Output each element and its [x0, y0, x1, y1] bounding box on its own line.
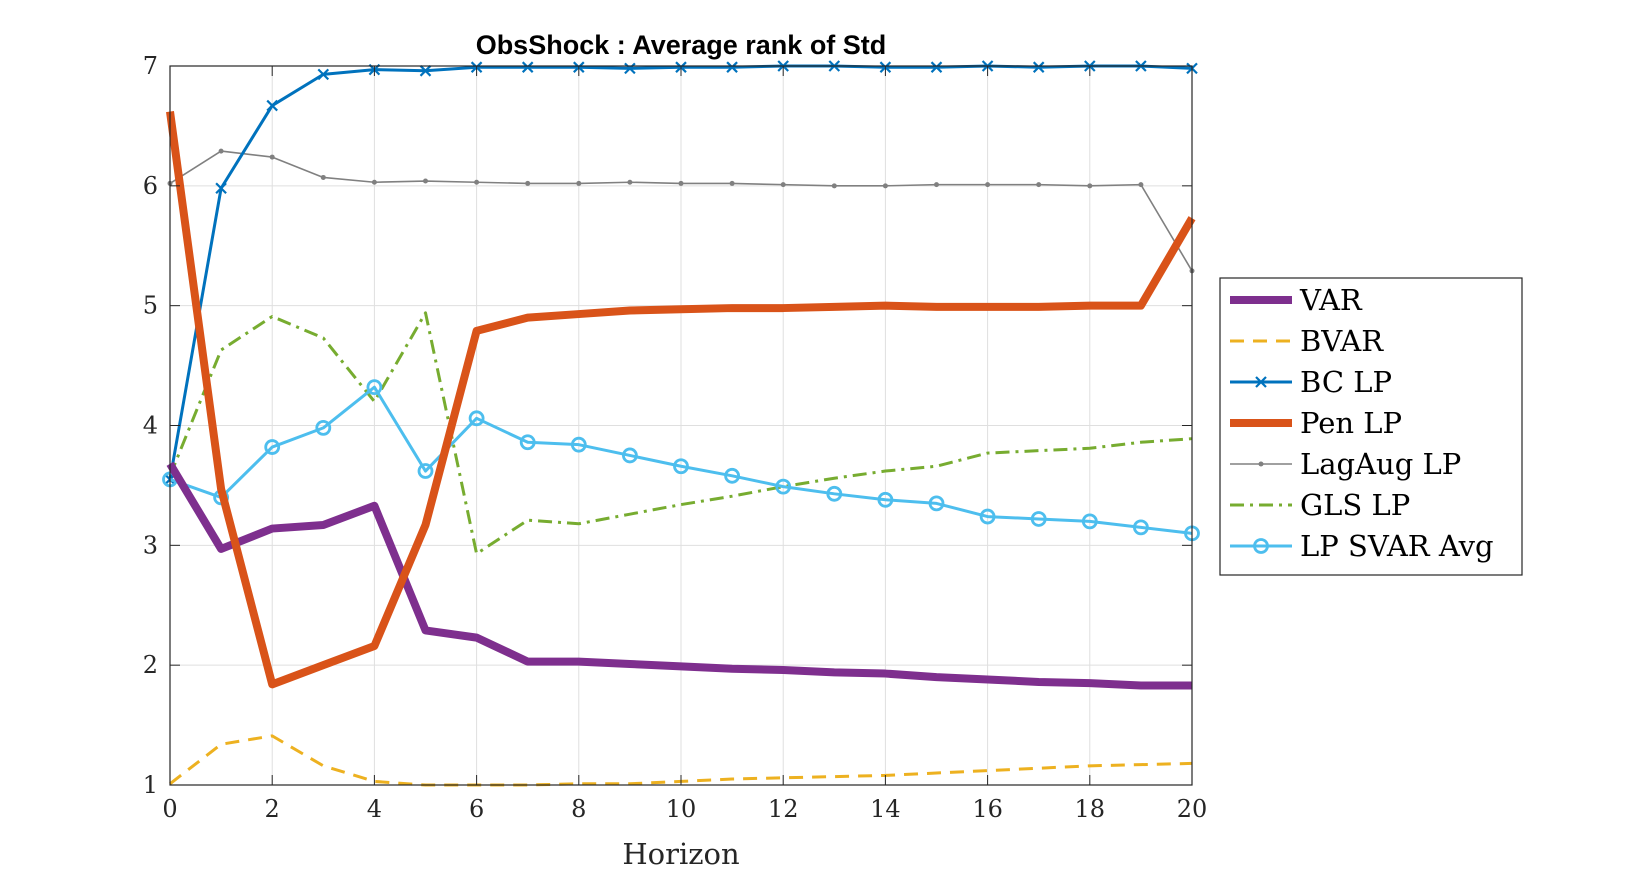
- lagaug-lp-point: [780, 182, 786, 188]
- legend-item-gls-lp: GLS LP: [1230, 488, 1410, 522]
- lp-svar-avg-point: [570, 436, 587, 453]
- lagaug-lp-point: [525, 180, 531, 186]
- lagaug-lp-point: [269, 154, 275, 160]
- lp-svar-avg-point: [1081, 513, 1098, 530]
- bc-lp-point: [521, 61, 534, 73]
- bc-lp-point: [930, 61, 943, 73]
- lp-svar-avg-point: [622, 447, 638, 464]
- series-lp-svar-avg: [162, 379, 1200, 542]
- lagaug-lp-point: [1036, 182, 1042, 188]
- lagaug-lp-point: [934, 182, 939, 188]
- x-tick-label: 14: [870, 795, 901, 823]
- lagaug-lp-point: [729, 180, 735, 186]
- bc-lp-point: [726, 61, 738, 73]
- legend-label: Pen LP: [1300, 406, 1402, 440]
- legend: VAR BVAR BC LP Pen LP LagAug LP GLS LP LP SVAR…: [1219, 277, 1523, 576]
- legend-item-lagaug-lp: LagAug LP: [1230, 447, 1461, 481]
- x-tick-label: 20: [1177, 795, 1208, 823]
- lagaug-lp-point: [678, 180, 684, 186]
- lp-svar-avg-point: [264, 439, 281, 455]
- legend-item-pen-lp: Pen LP: [1230, 406, 1402, 440]
- lp-svar-avg-point: [366, 379, 383, 396]
- lagaug-lp-point: [1138, 182, 1144, 188]
- lp-svar-avg-point: [468, 410, 485, 427]
- lagaug-lp-point: [320, 174, 326, 180]
- bc-lp-point: [215, 182, 227, 195]
- x-tick-label: 0: [162, 795, 177, 823]
- y-tick-label: 5: [143, 292, 158, 320]
- legend-label: VAR: [1299, 283, 1363, 317]
- lagaug-lp-point: [423, 178, 428, 184]
- lp-svar-avg-point: [1133, 519, 1149, 536]
- series-lagaug-lp: [167, 148, 1195, 274]
- lagaug-lp-point: [371, 179, 377, 185]
- lp-svar-avg-point: [928, 495, 945, 512]
- legend-label: BC LP: [1300, 365, 1392, 399]
- bc-lp-point: [1032, 61, 1045, 73]
- series-line-var: [166, 461, 1192, 690]
- y-tick-label: 3: [143, 531, 158, 559]
- y-tick-label: 4: [143, 412, 158, 440]
- lagaug-lp-point: [1087, 183, 1093, 189]
- lp-svar-avg-point: [877, 491, 894, 508]
- legend-label: GLS LP: [1300, 488, 1410, 522]
- x-tick-label: 10: [666, 795, 697, 823]
- series-var: [166, 461, 1192, 690]
- lp-svar-avg-point: [724, 467, 740, 484]
- y-tick-label: 2: [143, 651, 158, 679]
- lp-svar-avg-point: [417, 463, 434, 479]
- bc-lp-point: [266, 99, 278, 112]
- series-line-pen-lp: [166, 111, 1196, 689]
- legend-label: BVAR: [1300, 324, 1384, 358]
- x-tick-label: 18: [1075, 795, 1106, 823]
- lp-svar-avg-point: [315, 419, 332, 436]
- series-line-lp-svar-avg: [169, 385, 1193, 535]
- series-pen-lp: [166, 111, 1196, 689]
- x-tick-label: 6: [469, 795, 484, 823]
- legend-lp-svar-avg-point: [1253, 538, 1269, 554]
- lp-svar-avg-point: [519, 434, 536, 451]
- lagaug-lp-point: [985, 182, 991, 188]
- lp-svar-avg-point: [979, 508, 996, 525]
- x-tick-label: 2: [265, 795, 280, 823]
- legend-bc-lp-point: [1255, 376, 1267, 388]
- x-tick-label: 16: [972, 795, 1003, 823]
- lagaug-lp-point: [627, 179, 633, 185]
- lp-svar-avg-point: [775, 478, 792, 495]
- legend-label: LagAug LP: [1300, 447, 1461, 481]
- x-axis-label: Horizon: [622, 837, 739, 871]
- lagaug-lp-point: [882, 183, 888, 189]
- lp-svar-avg-point: [826, 485, 843, 502]
- legend-item-bc-lp: BC LP: [1230, 365, 1392, 399]
- y-tick-label: 7: [143, 52, 158, 80]
- bc-lp-point: [317, 68, 330, 81]
- y-tick-label: 1: [143, 771, 158, 799]
- lagaug-lp-point: [576, 180, 582, 186]
- legend-label: LP SVAR Avg: [1300, 529, 1494, 563]
- lp-svar-avg-point: [673, 458, 689, 475]
- legend-lagaug-lp-point: [1258, 461, 1264, 467]
- legend-item-lp-svar-avg: LP SVAR Avg: [1230, 529, 1494, 563]
- bc-lp-point: [419, 65, 432, 77]
- legend-item-var: VAR: [1230, 283, 1363, 317]
- legend-item-bvar: BVAR: [1230, 324, 1384, 358]
- grid: [169, 65, 1193, 786]
- y-tick-label: 6: [143, 172, 158, 200]
- x-tick-label: 4: [367, 795, 382, 823]
- x-tick-label: 12: [768, 795, 799, 823]
- lagaug-lp-point: [831, 183, 837, 189]
- bc-lp-point: [624, 62, 636, 75]
- lagaug-lp-point: [218, 148, 224, 154]
- lp-svar-avg-point: [1030, 511, 1047, 527]
- lagaug-lp-point: [474, 179, 480, 185]
- chart-title: ObsShock : Average rank of Std: [476, 30, 887, 60]
- x-tick-label: 8: [571, 795, 586, 823]
